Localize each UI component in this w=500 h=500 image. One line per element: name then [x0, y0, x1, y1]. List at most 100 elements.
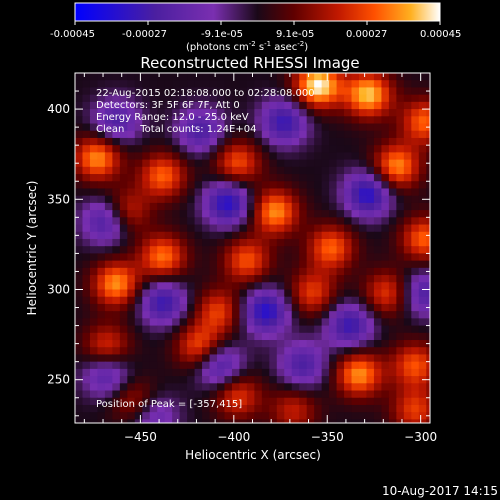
heatmap-cell: [411, 376, 420, 384]
heatmap-cell: [388, 267, 397, 276]
heatmap-cell: [254, 116, 263, 125]
heatmap-cell: [127, 123, 136, 132]
heatmap-cell: [239, 267, 248, 276]
heatmap-cell: [97, 383, 106, 392]
heatmap-cell: [276, 145, 285, 153]
heatmap-cell: [336, 311, 345, 319]
heatmap-cell: [418, 260, 427, 269]
heatmap-cell: [202, 361, 211, 370]
heatmap-cell: [119, 347, 128, 356]
heatmap-cell: [142, 238, 151, 247]
heatmap-cell: [134, 253, 143, 262]
heatmap-cell: [127, 419, 136, 423]
heatmap-cell: [179, 130, 188, 139]
heatmap-cell: [351, 253, 360, 262]
heatmap-cell: [321, 181, 330, 190]
heatmap-cell: [231, 188, 241, 197]
heatmap-cell: [97, 332, 106, 341]
heatmap-cell: [82, 368, 91, 377]
heatmap-cell: [291, 166, 300, 175]
heatmap-cell: [157, 152, 166, 161]
heatmap-cell: [97, 376, 106, 384]
heatmap-cell: [344, 340, 353, 348]
heatmap-cell: [202, 231, 211, 240]
heatmap-cell: [246, 188, 255, 197]
heatmap-cell: [82, 376, 91, 384]
heatmap-cell: [164, 383, 173, 392]
heatmap-cell: [269, 289, 278, 298]
heatmap-cell: [321, 145, 330, 153]
heatmap-cell: [142, 188, 151, 197]
heatmap-cell: [254, 145, 263, 153]
heatmap-cell: [336, 390, 345, 399]
heatmap-cell: [187, 311, 196, 319]
heatmap-cell: [284, 347, 293, 356]
heatmap-cell: [366, 303, 375, 312]
heatmap-cell: [104, 376, 113, 384]
heatmap-cell: [224, 253, 233, 262]
heatmap-cell: [344, 202, 353, 211]
heatmap-cell: [187, 159, 196, 168]
heatmap-cell: [269, 202, 278, 211]
heatmap-cell: [224, 311, 233, 319]
heatmap-cell: [359, 188, 368, 197]
heatmap-cell: [373, 238, 383, 247]
heatmap-cell: [314, 368, 323, 377]
heatmap-cell: [306, 376, 315, 384]
heatmap-cell: [418, 181, 427, 190]
heatmap-cell: [209, 412, 218, 420]
heatmap-cell: [104, 94, 113, 103]
heatmap-cell: [403, 181, 412, 190]
heatmap-cell: [276, 238, 285, 247]
heatmap-cell: [306, 145, 315, 153]
heatmap-cell: [89, 282, 99, 291]
heatmap-cell: [209, 296, 218, 305]
heatmap-cell: [89, 246, 99, 255]
heatmap-cell: [134, 404, 143, 413]
heatmap-cell: [75, 238, 84, 247]
heatmap-cell: [344, 404, 353, 413]
heatmap-cell: [314, 210, 323, 218]
heatmap-cell: [149, 210, 158, 218]
heatmap-cell: [127, 238, 136, 247]
heatmap-cell: [194, 159, 203, 168]
heatmap-cell: [359, 282, 368, 291]
heatmap-cell: [344, 174, 353, 182]
heatmap-cell: [351, 340, 360, 348]
heatmap-cell: [127, 354, 136, 363]
heatmap-cell: [97, 267, 106, 276]
heatmap-cell: [329, 318, 338, 327]
heatmap-cell: [164, 238, 173, 247]
heatmap-cell: [217, 303, 226, 312]
heatmap-cell: [373, 354, 383, 363]
heatmap-cell: [329, 246, 338, 255]
heatmap-cell: [306, 94, 315, 103]
heatmap-cell: [366, 195, 375, 204]
heatmap-cell: [239, 376, 248, 384]
heatmap-cell: [142, 383, 151, 392]
heatmap-cell: [172, 412, 181, 420]
heatmap-cell: [351, 383, 360, 392]
heatmap-cell: [194, 282, 203, 291]
heatmap-cell: [82, 354, 91, 363]
heatmap-cell: [157, 188, 166, 197]
heatmap-cell: [373, 332, 383, 341]
heatmap-cell: [142, 253, 151, 262]
heatmap-cell: [381, 159, 390, 168]
heatmap-cell: [359, 332, 368, 341]
heatmap-cell: [276, 202, 285, 211]
heatmap-cell: [127, 361, 136, 370]
heatmap-cell: [172, 166, 181, 175]
heatmap-cell: [194, 275, 203, 283]
heatmap-cell: [269, 390, 278, 399]
heatmap-cell: [89, 188, 99, 197]
heatmap-cell: [359, 296, 368, 305]
heatmap-cell: [172, 289, 181, 298]
heatmap-cell: [112, 231, 121, 240]
heatmap-cell: [359, 181, 368, 190]
heatmap-cell: [142, 260, 151, 269]
heatmap-cell: [254, 260, 263, 269]
heatmap-cell: [97, 188, 106, 197]
heatmap-cell: [388, 275, 397, 283]
heatmap-cell: [224, 318, 233, 327]
